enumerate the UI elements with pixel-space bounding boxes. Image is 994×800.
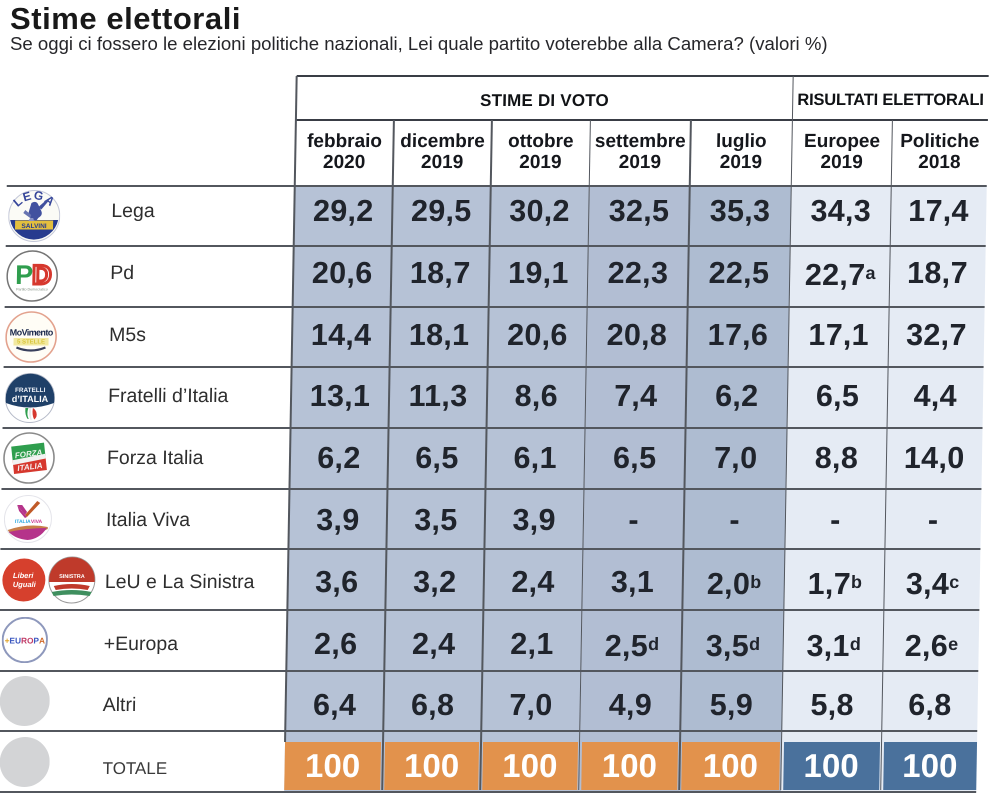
svg-text:P: P [15,260,34,290]
svg-text:FRATELLI: FRATELLI [15,387,46,394]
svg-text:+EUROPA: +EUROPA [5,636,46,646]
svg-text:Partito Democratico: Partito Democratico [16,288,48,292]
svg-text:5 STELLE: 5 STELLE [17,340,45,346]
svg-text:FORZA: FORZA [14,448,43,460]
svg-text:Uguali: Uguali [13,580,37,589]
svg-text:D: D [32,260,52,290]
svg-text:MoVimento: MoVimento [10,328,54,338]
svg-text:ITALIA: ITALIA [17,461,43,473]
svg-text:Liberi: Liberi [13,571,34,580]
svg-text:d’ITALIA: d’ITALIA [12,394,49,404]
svg-text:SALVINI: SALVINI [21,223,46,230]
svg-text:SINISTRA: SINISTRA [59,574,85,580]
svg-text:VIVA: VIVA [31,519,43,525]
svg-text:ITALIA: ITALIA [15,519,31,525]
